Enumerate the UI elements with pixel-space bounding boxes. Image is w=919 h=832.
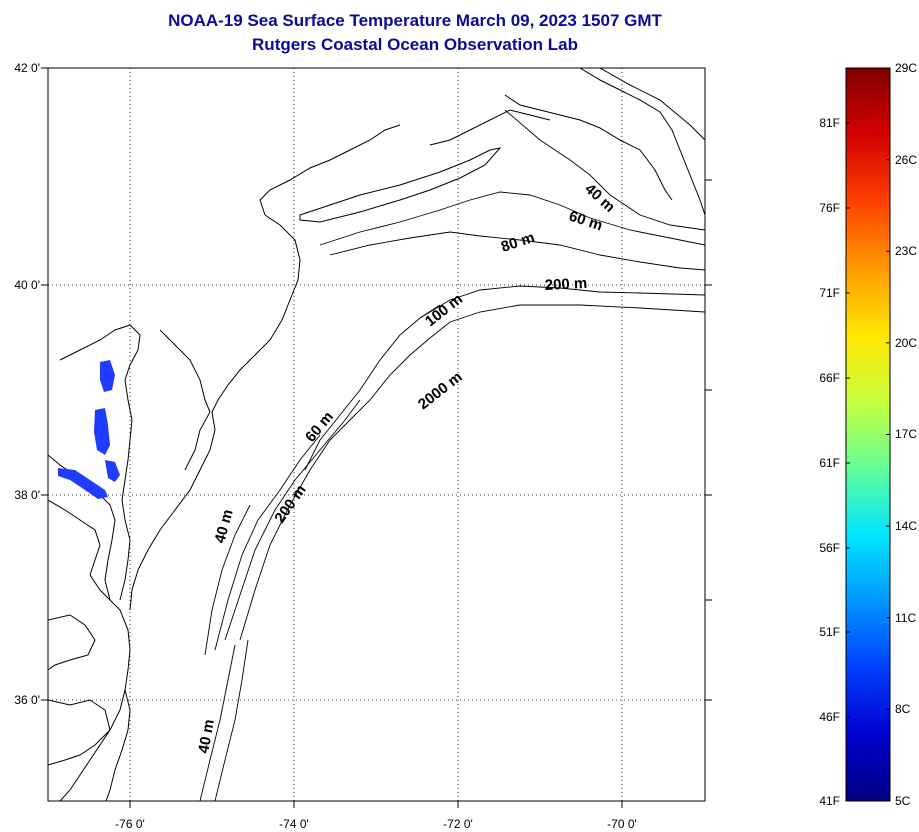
coast-delaware-bay-west [159,329,211,471]
sst-patch-upper-bay [100,360,115,392]
lon-label-76: -76 0' [115,817,145,831]
coast-rivers [48,499,111,601]
contour-label-200m-north: 200 m [544,275,587,294]
contour-200m-north [419,285,705,319]
contour-200m-south [224,399,361,641]
lat-label-42: 42 0' [14,61,40,75]
colorbar-f-81: 81F [819,116,840,130]
colorbar-f-46: 46F [819,710,840,724]
coast-albemarle [48,614,96,671]
contour-40m-outer-banks [199,644,236,801]
map-subtitle: Rutgers Coastal Ocean Observation Lab [252,35,578,54]
sst-patch-potomac [58,468,108,499]
colorbar-ticks [846,67,890,802]
colorbar-c-29: 29C [895,61,917,75]
lon-label-72: -72 0' [443,817,473,831]
contour-60m-north [319,191,705,246]
contour-60m-south [214,434,321,651]
colorbar-f-61: 61F [819,456,840,470]
coastline [48,68,705,801]
sst-observed-patches [58,360,120,499]
contour-label-40m-outer-banks: 40 m [195,718,218,755]
coast-long-island [299,147,502,223]
map-content [48,68,705,801]
contour-100m [304,304,441,471]
coast-chesapeake-east [59,324,141,601]
lat-label-38: 38 0' [14,488,40,502]
colorbar-c-14: 14C [895,519,917,533]
colorbar-c-20: 20C [895,336,917,350]
coast-pamlico [48,699,111,766]
bathymetry-contours [199,109,705,801]
coast-connecticut [429,109,551,146]
colorbar-f-71: 71F [819,286,840,300]
coast-outer-banks [105,689,131,801]
colorbar [845,67,891,802]
colorbar-c-17: 17C [895,427,917,441]
lat-label-36: 36 0' [14,693,40,707]
sst-patch-mid-bay [94,408,110,455]
contour-40m-north [504,109,705,231]
contour-40m-south [204,504,251,656]
graticule [48,68,705,801]
colorbar-c-5: 5C [895,794,911,808]
contour-200m-outer-banks [214,639,249,801]
contour-80m [329,231,705,271]
contour-2000m [239,304,705,641]
map-frame [47,67,706,802]
coast-cape-cod [579,68,705,216]
coast-new-jersey [211,214,301,413]
lat-label-40: 40 0' [14,278,40,292]
lon-label-74: -74 0' [279,817,309,831]
sst-patch-lower-bay [105,460,120,482]
colorbar-f-66: 66F [819,371,840,385]
colorbar-f-41: 41F [819,794,840,808]
colorbar-f-76: 76F [819,201,840,215]
colorbar-c-11: 11C [895,611,916,625]
coast-delmarva [129,411,216,611]
colorbar-c-8: 8C [895,702,911,716]
coast-new-england [504,94,673,201]
colorbar-f-51: 51F [819,625,840,639]
colorbar-c-26: 26C [895,153,917,167]
coast-ny-inland [259,124,401,216]
frame-ticks [41,67,712,808]
map-title: NOAA-19 Sea Surface Temperature March 09… [168,11,662,30]
colorbar-c-23: 23C [895,244,917,258]
coast-mass-outer [599,68,705,141]
colorbar-f-56: 56F [819,541,840,555]
lon-label-70: -70 0' [607,817,637,831]
